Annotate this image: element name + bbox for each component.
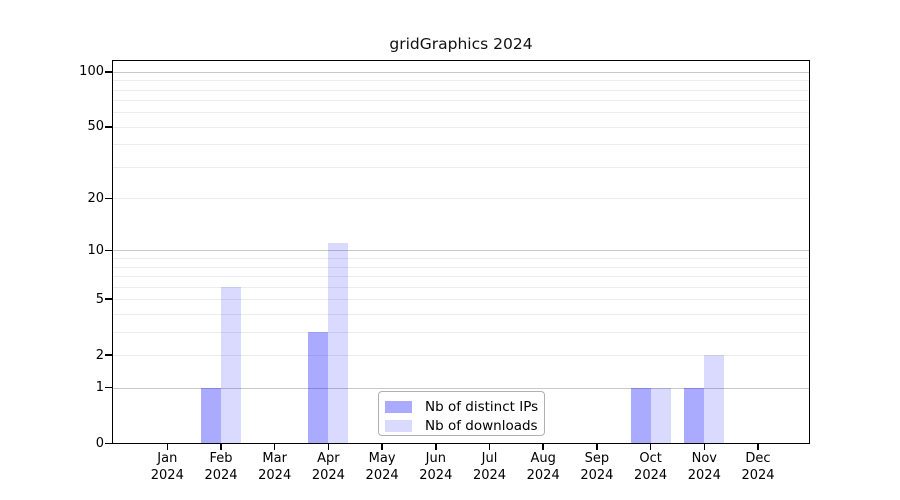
x-tick-label: Mar 2024	[243, 451, 307, 484]
y-axis-tick	[105, 442, 112, 445]
bar-distinct-ips-oct	[630, 387, 651, 444]
bar-distinct-ips-nov	[684, 387, 705, 444]
gridline-minor	[113, 100, 809, 102]
x-tick-year: 2024	[258, 467, 292, 483]
x-tick-year: 2024	[472, 467, 507, 483]
y-tick-label: 10	[87, 242, 104, 258]
legend-label-distinct-ips: Nb of distinct IPs	[425, 398, 539, 415]
x-tick-label: Oct 2024	[619, 451, 683, 484]
y-tick-label: 50	[87, 119, 104, 135]
gridline-minor	[113, 89, 809, 91]
x-tick-label: Sep 2024	[565, 451, 629, 484]
x-tick-year: 2024	[365, 467, 399, 483]
x-tick-label: Aug 2024	[511, 451, 575, 484]
legend-swatch-distinct-ips	[385, 400, 412, 413]
x-tick-month: Apr	[317, 451, 340, 466]
x-tick-year: 2024	[150, 467, 184, 483]
x-tick-year: 2024	[526, 467, 560, 483]
y-tick-label: 0	[95, 436, 104, 451]
gridline-minor	[113, 166, 809, 168]
y-tick-label: 5	[95, 291, 104, 307]
y-tick-label: 2	[95, 347, 104, 363]
legend-item-distinct-ips: Nb of distinct IPs	[385, 397, 538, 416]
x-tick-label: May 2024	[350, 451, 414, 484]
x-axis-tick	[435, 443, 437, 450]
x-axis-tick	[757, 443, 759, 450]
x-axis-tick	[488, 443, 491, 450]
x-axis-tick	[220, 443, 222, 450]
x-axis-tick	[649, 443, 652, 450]
legend-label-downloads: Nb of downloads	[425, 417, 538, 434]
x-axis-tick	[381, 443, 383, 450]
x-axis-tick	[542, 443, 544, 450]
bar-downloads-apr	[328, 243, 349, 444]
gridline-minor	[113, 266, 809, 268]
y-axis-tick	[105, 197, 112, 200]
x-tick-label: Jun 2024	[404, 451, 468, 484]
y-tick-label: 1	[95, 380, 104, 396]
gridline-minor	[113, 276, 809, 278]
x-axis-tick	[596, 443, 598, 450]
x-tick-label: Jul 2024	[458, 451, 522, 484]
y-axis-tick	[105, 71, 112, 73]
legend-item-downloads: Nb of downloads	[385, 416, 538, 435]
gridline-minor	[113, 331, 809, 333]
gridline-minor	[113, 258, 809, 260]
x-tick-month: Oct	[639, 451, 662, 466]
x-tick-month: Jan	[157, 451, 178, 466]
x-tick-label: Apr 2024	[296, 451, 360, 484]
x-axis-tick	[273, 443, 276, 450]
y-axis-tick	[105, 249, 112, 252]
x-axis-tick	[327, 443, 330, 450]
y-axis-tick	[105, 298, 112, 300]
x-tick-year: 2024	[419, 467, 453, 483]
gridline-minor	[113, 299, 809, 301]
bar-distinct-ips-apr	[308, 331, 329, 444]
legend-swatch-downloads	[385, 419, 412, 432]
x-tick-label: Feb 2024	[189, 451, 253, 484]
chart-title: gridGraphics 2024	[389, 35, 533, 53]
x-tick-year: 2024	[204, 467, 238, 483]
x-tick-year: 2024	[580, 467, 614, 483]
x-tick-month: Jun	[425, 451, 446, 466]
x-tick-year: 2024	[311, 467, 345, 483]
gridline-minor	[113, 198, 809, 200]
gridline-minor	[113, 126, 809, 128]
bar-downloads-feb	[221, 286, 241, 444]
gridline-minor	[113, 313, 809, 315]
x-axis-tick	[166, 443, 169, 450]
x-tick-label: Dec 2024	[726, 451, 790, 484]
y-axis-tick	[105, 386, 112, 389]
gridline-minor	[113, 112, 809, 114]
x-tick-label: Nov 2024	[672, 451, 736, 484]
x-tick-year: 2024	[741, 467, 775, 483]
gridline-minor	[113, 80, 809, 82]
bar-downloads-oct	[650, 387, 671, 444]
legend: Nb of distinct IPs Nb of downloads	[378, 391, 545, 436]
x-tick-month: Jul	[481, 451, 498, 466]
bar-downloads-nov	[704, 355, 725, 444]
y-tick-label: 20	[87, 190, 104, 206]
x-tick-month: Feb	[209, 451, 233, 466]
y-axis-tick	[105, 354, 112, 356]
x-axis-tick	[703, 443, 706, 450]
x-tick-month: Nov	[691, 451, 717, 466]
y-axis-tick	[105, 126, 112, 128]
x-tick-month: May	[368, 451, 396, 466]
gridline-major	[113, 250, 809, 252]
y-tick-label: 100	[79, 64, 104, 80]
gridline-major	[113, 71, 809, 73]
x-tick-month: Dec	[745, 451, 771, 466]
gridline-minor	[113, 144, 809, 146]
gridline-minor	[113, 286, 809, 288]
x-tick-month: Aug	[530, 451, 556, 466]
bar-distinct-ips-feb	[201, 387, 221, 444]
x-tick-month: Mar	[262, 451, 287, 466]
x-tick-year: 2024	[687, 467, 721, 483]
x-tick-label: Jan 2024	[135, 451, 199, 484]
x-tick-year: 2024	[634, 467, 668, 483]
x-tick-month: Sep	[584, 451, 610, 466]
